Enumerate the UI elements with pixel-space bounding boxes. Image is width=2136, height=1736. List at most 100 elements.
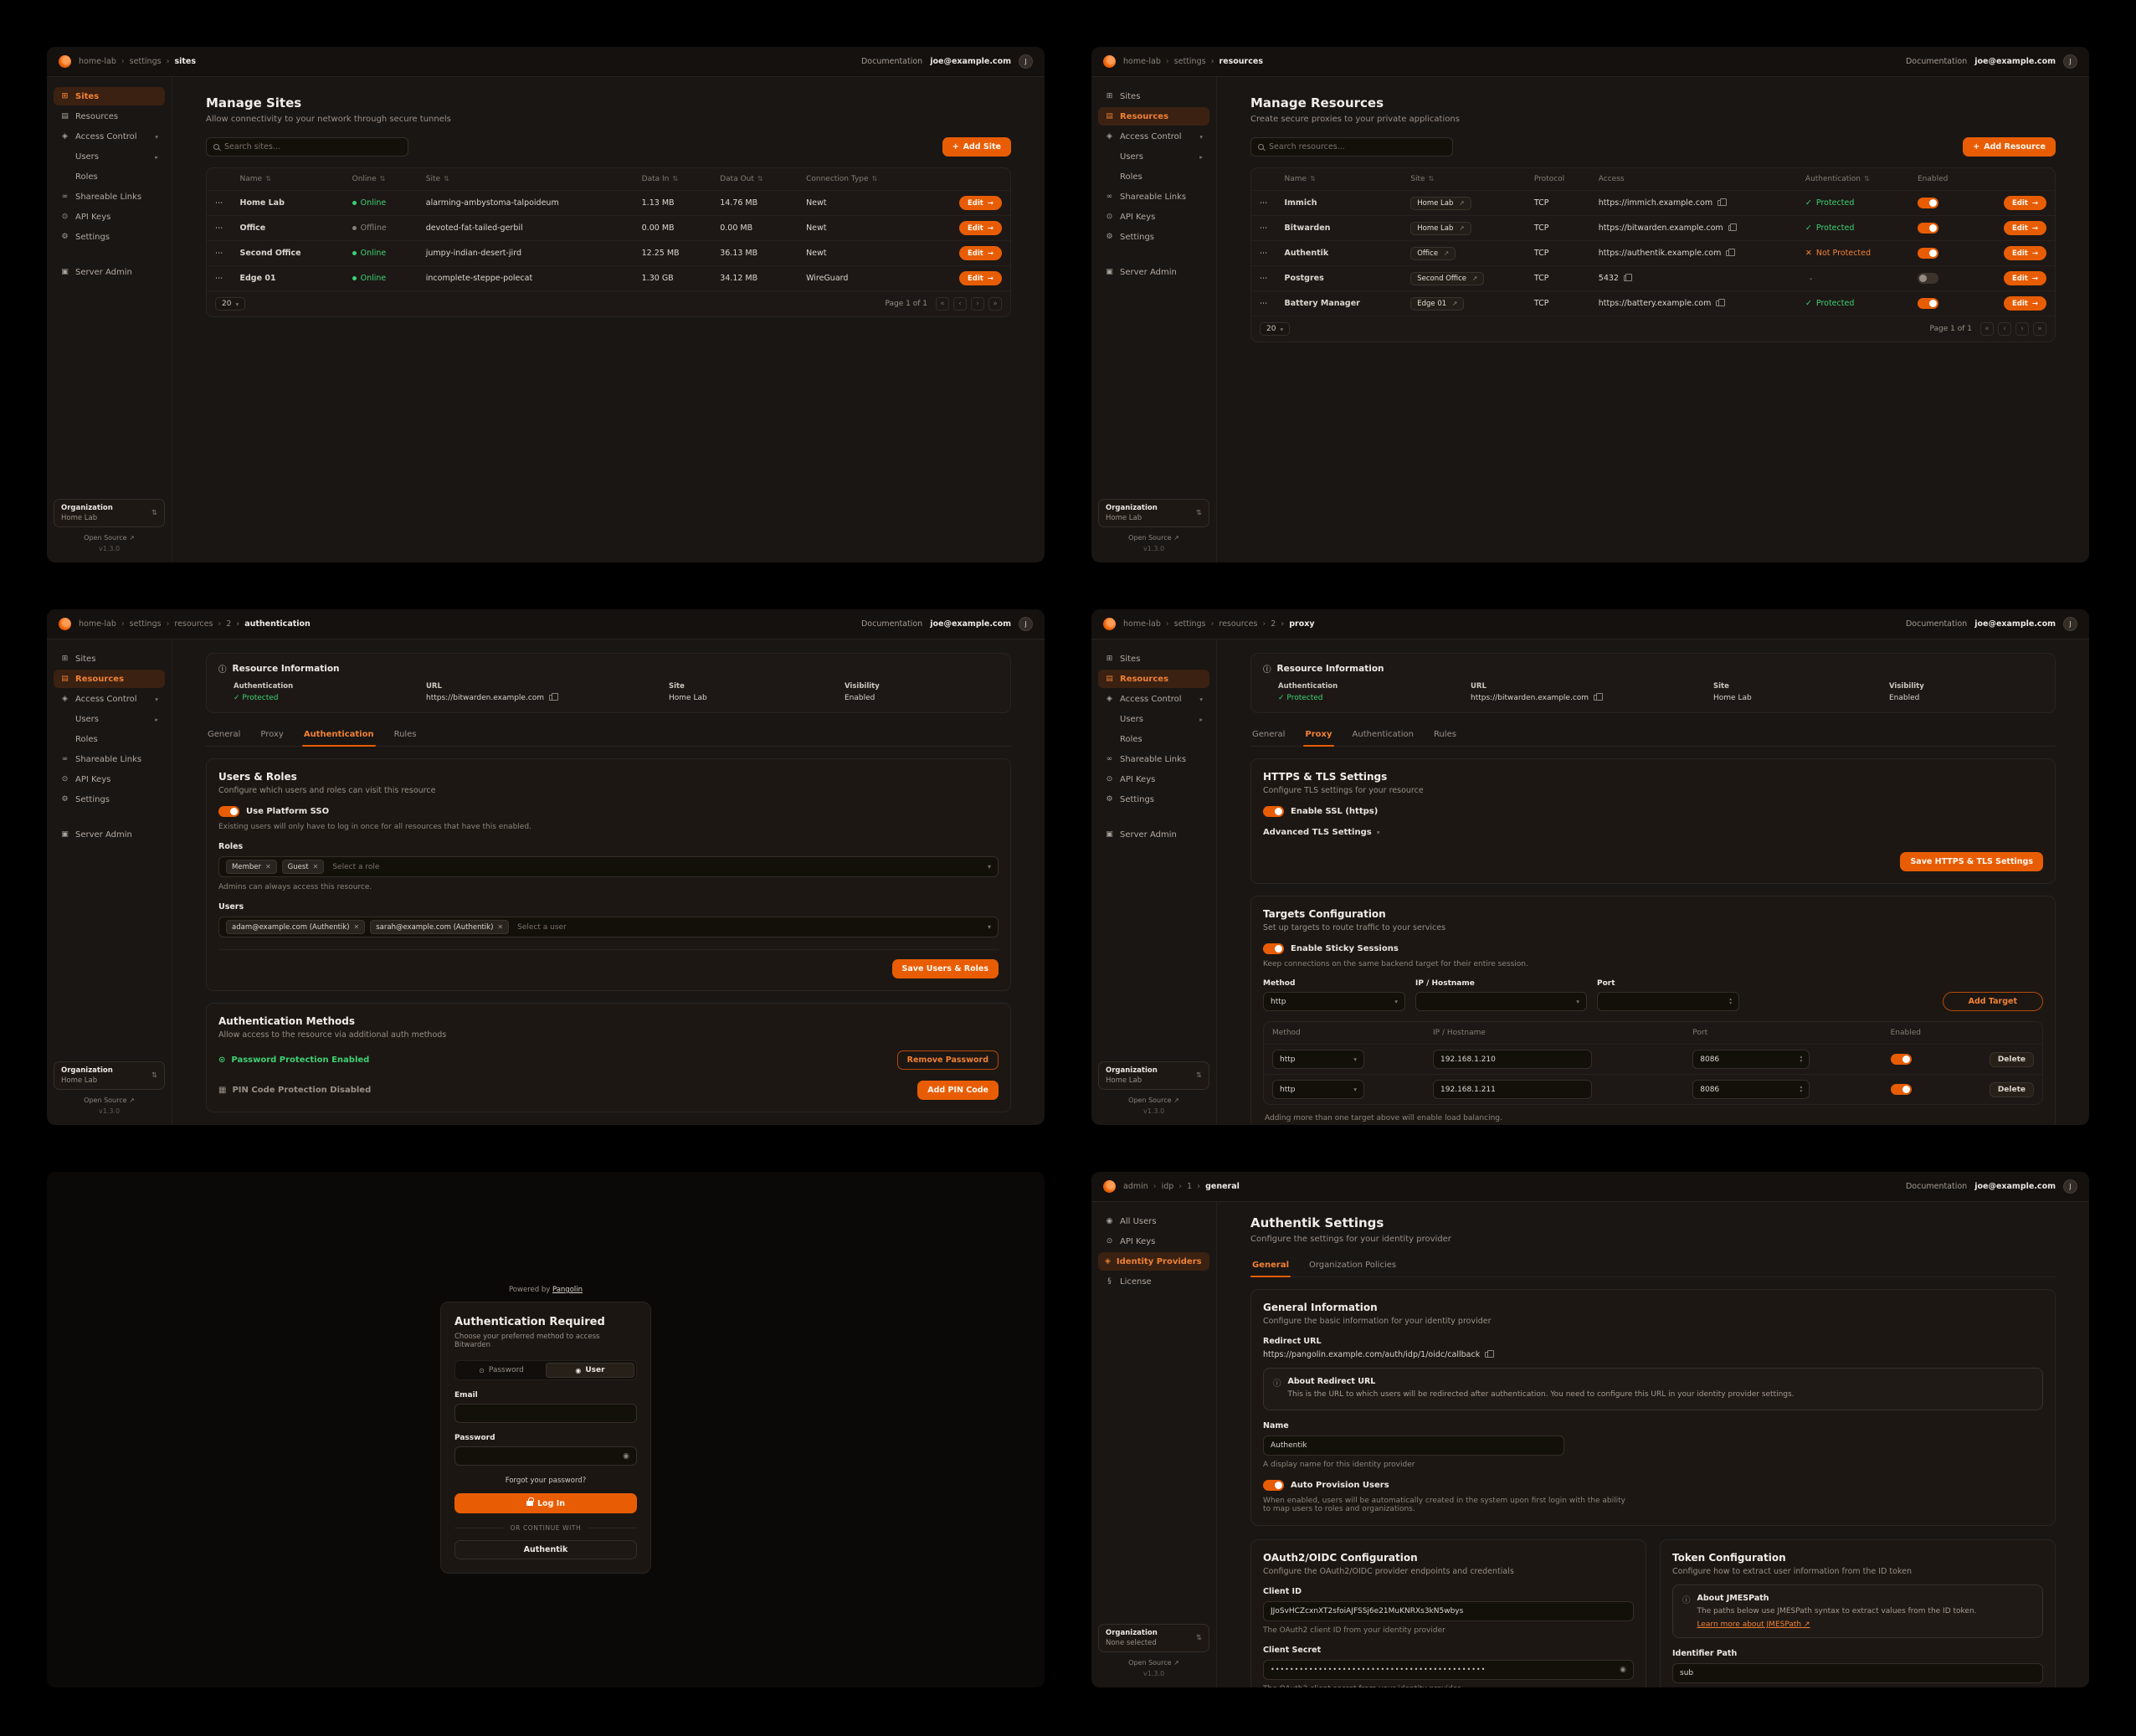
tab-proxy[interactable]: Proxy [260,730,284,739]
sidebar-item-server-admin[interactable]: ▣ Server Admin [54,263,165,281]
breadcrumb-item[interactable]: 2 [1257,619,1276,629]
tab-rules[interactable]: Rules [393,730,417,739]
user-email[interactable]: joe@example.com [930,57,1011,66]
last-page-button[interactable]: » [988,297,1002,311]
user-email[interactable]: joe@example.com [930,619,1011,629]
sidebar-item-shareable-links[interactable]: ∞ Shareable Links [54,187,165,206]
row-menu-button[interactable]: ⋯ [1251,215,1276,241]
sidebar-item-server-admin[interactable]: ▣ Server Admin [54,825,165,844]
column-header[interactable]: Authentication ⇅ [1805,175,1870,183]
sidebar-item-all-users[interactable]: ◉ All Users [1098,1212,1209,1230]
breadcrumb-item[interactable]: sites [162,57,196,66]
organization-selector[interactable]: Organization Home Lab ⇅ [54,1061,165,1090]
authentik-sso-button[interactable]: Authentik [454,1540,637,1559]
copy-icon[interactable] [1726,249,1735,256]
column-header[interactable]: Enabled⇅ [1917,175,1949,183]
forgot-password-link[interactable]: Forgot your password? [505,1477,587,1485]
site-link-badge[interactable]: Home Lab ↗ [1410,221,1471,235]
search-input[interactable] [1250,137,1453,157]
breadcrumb-item[interactable]: admin [1123,1182,1148,1191]
row-menu-button[interactable]: ⋯ [1251,290,1276,316]
user-chip[interactable]: adam@example.com (Authentik) ✕ [226,920,366,934]
row-menu-button[interactable]: ⋯ [1251,190,1276,216]
platform-sso-toggle[interactable] [218,806,239,817]
tab-general[interactable]: General [208,730,241,739]
tab-password[interactable]: ⊙ Password [479,1366,524,1374]
user-chip[interactable]: sarah@example.com (Authentik) ✕ [370,920,510,934]
open-source-link[interactable]: Open Source ↗ [84,1097,135,1104]
roles-multiselect[interactable]: Member ✕ Guest ✕ Select a role ▾ [218,856,999,877]
column-header[interactable]: Data Out ⇅ [720,175,763,183]
column-header[interactable]: Online ⇅ [352,175,386,183]
client-secret-input[interactable]: ••••••••••••••••••••••••••••••••••••••••… [1263,1659,1634,1680]
breadcrumb-item[interactable]: settings [116,619,162,629]
enable-ssl-toggle[interactable] [1263,806,1284,817]
enabled-toggle[interactable] [1917,298,1938,309]
sidebar-item-resources[interactable]: ▤ Resources [54,670,165,688]
sidebar-item-users[interactable]: Users ▸ [1113,147,1209,166]
edit-button[interactable]: Edit → [959,221,1002,235]
row-menu-button[interactable]: ⋯ [207,215,232,241]
row-menu-button[interactable]: ⋯ [1251,240,1276,266]
target-method-select[interactable]: http ▾ [1272,1050,1364,1069]
auto-provision-toggle[interactable] [1263,1479,1284,1491]
edit-button[interactable]: Edit → [959,246,1002,260]
delete-target-button[interactable]: Delete [1989,1081,2034,1097]
user-avatar[interactable]: J [2063,1179,2077,1194]
edit-button[interactable]: Edit → [2004,246,2046,260]
breadcrumb-item[interactable]: resources [1206,57,1263,66]
sidebar-item-settings[interactable]: ⚙ Settings [1098,228,1209,246]
tab-rules[interactable]: Rules [1433,730,1456,739]
row-menu-button[interactable]: ⋯ [207,265,232,290]
organization-selector[interactable]: Organization Home Lab ⇅ [1098,1061,1209,1090]
target-method-select[interactable]: http ▾ [1272,1080,1364,1099]
add-target-button[interactable]: Add Target [1942,992,2043,1011]
role-chip[interactable]: Guest ✕ [281,860,325,874]
sidebar-item-access-control[interactable]: ◈ Access Control ▾ [1098,690,1209,708]
tab-user[interactable]: ◉ User [546,1363,634,1378]
site-link-badge[interactable]: Second Office ↗ [1410,271,1485,285]
role-chip[interactable]: Member ✕ [226,860,277,874]
target-port-input[interactable]: 8086 ▴ ▾ [1692,1080,1810,1099]
copy-icon[interactable] [1485,1350,1494,1358]
sidebar-item-resources[interactable]: ▤ Resources [1098,107,1209,126]
target-enabled-toggle[interactable] [1890,1084,1912,1095]
breadcrumb-item[interactable]: home-lab [1123,619,1161,629]
copy-icon[interactable] [1623,274,1633,281]
rows-per-page-select[interactable]: 20 ▾ [215,297,246,311]
identifier-path-input[interactable] [1672,1663,2043,1683]
site-link-badge[interactable]: Office ↗ [1410,246,1456,260]
open-source-link[interactable]: Open Source ↗ [1128,1659,1179,1667]
breadcrumb-item[interactable]: 1 [1173,1182,1192,1191]
sidebar-item-api-keys[interactable]: ⊙ API Keys [54,770,165,788]
open-source-link[interactable]: Open Source ↗ [1128,1097,1179,1104]
add-site-button[interactable]: + Add Site [942,137,1011,157]
site-link-badge[interactable]: Edge 01 ↗ [1410,296,1465,311]
remove-password-button[interactable]: Remove Password [896,1050,999,1070]
breadcrumb-item[interactable]: resources [162,619,213,629]
delete-target-button[interactable]: Delete [1989,1051,2034,1067]
sidebar-item-access-control[interactable]: ◈ Access Control ▾ [54,690,165,708]
documentation-link[interactable]: Documentation [1905,1182,1968,1191]
enabled-toggle[interactable] [1917,248,1938,259]
sidebar-item-api-keys[interactable]: ⊙ API Keys [1098,770,1209,788]
breadcrumb-item[interactable]: resources [1206,619,1257,629]
enabled-toggle[interactable] [1917,273,1938,284]
breadcrumb-item[interactable]: 2 [213,619,231,629]
column-header[interactable]: Data In ⇅ [641,175,679,183]
method-select[interactable]: http ▾ [1263,992,1405,1011]
next-page-button[interactable]: › [2015,322,2029,336]
table-row[interactable]: ⋯ Office Offline devoted-fat-tailed-gerb… [207,215,1010,241]
tab-general[interactable]: General [1252,730,1286,739]
tab-authentication[interactable]: Authentication [1352,730,1414,739]
users-multiselect[interactable]: adam@example.com (Authentik) ✕ sarah@exam… [218,917,999,937]
sidebar-item-roles[interactable]: Roles [69,167,165,186]
remove-chip-icon[interactable]: ✕ [353,923,360,931]
row-menu-button[interactable]: ⋯ [1251,265,1276,291]
organization-selector[interactable]: Organization Home Lab ⇅ [1098,499,1209,527]
table-row[interactable]: ⋯ Second Office Online jumpy-indian-dese… [207,240,1010,266]
save-https-tls-button[interactable]: Save HTTPS & TLS Settings [1900,852,2043,871]
idp-name-input[interactable] [1263,1435,1564,1456]
save-users-roles-button[interactable]: Save Users & Roles [891,959,999,978]
user-avatar[interactable]: J [2063,54,2077,69]
